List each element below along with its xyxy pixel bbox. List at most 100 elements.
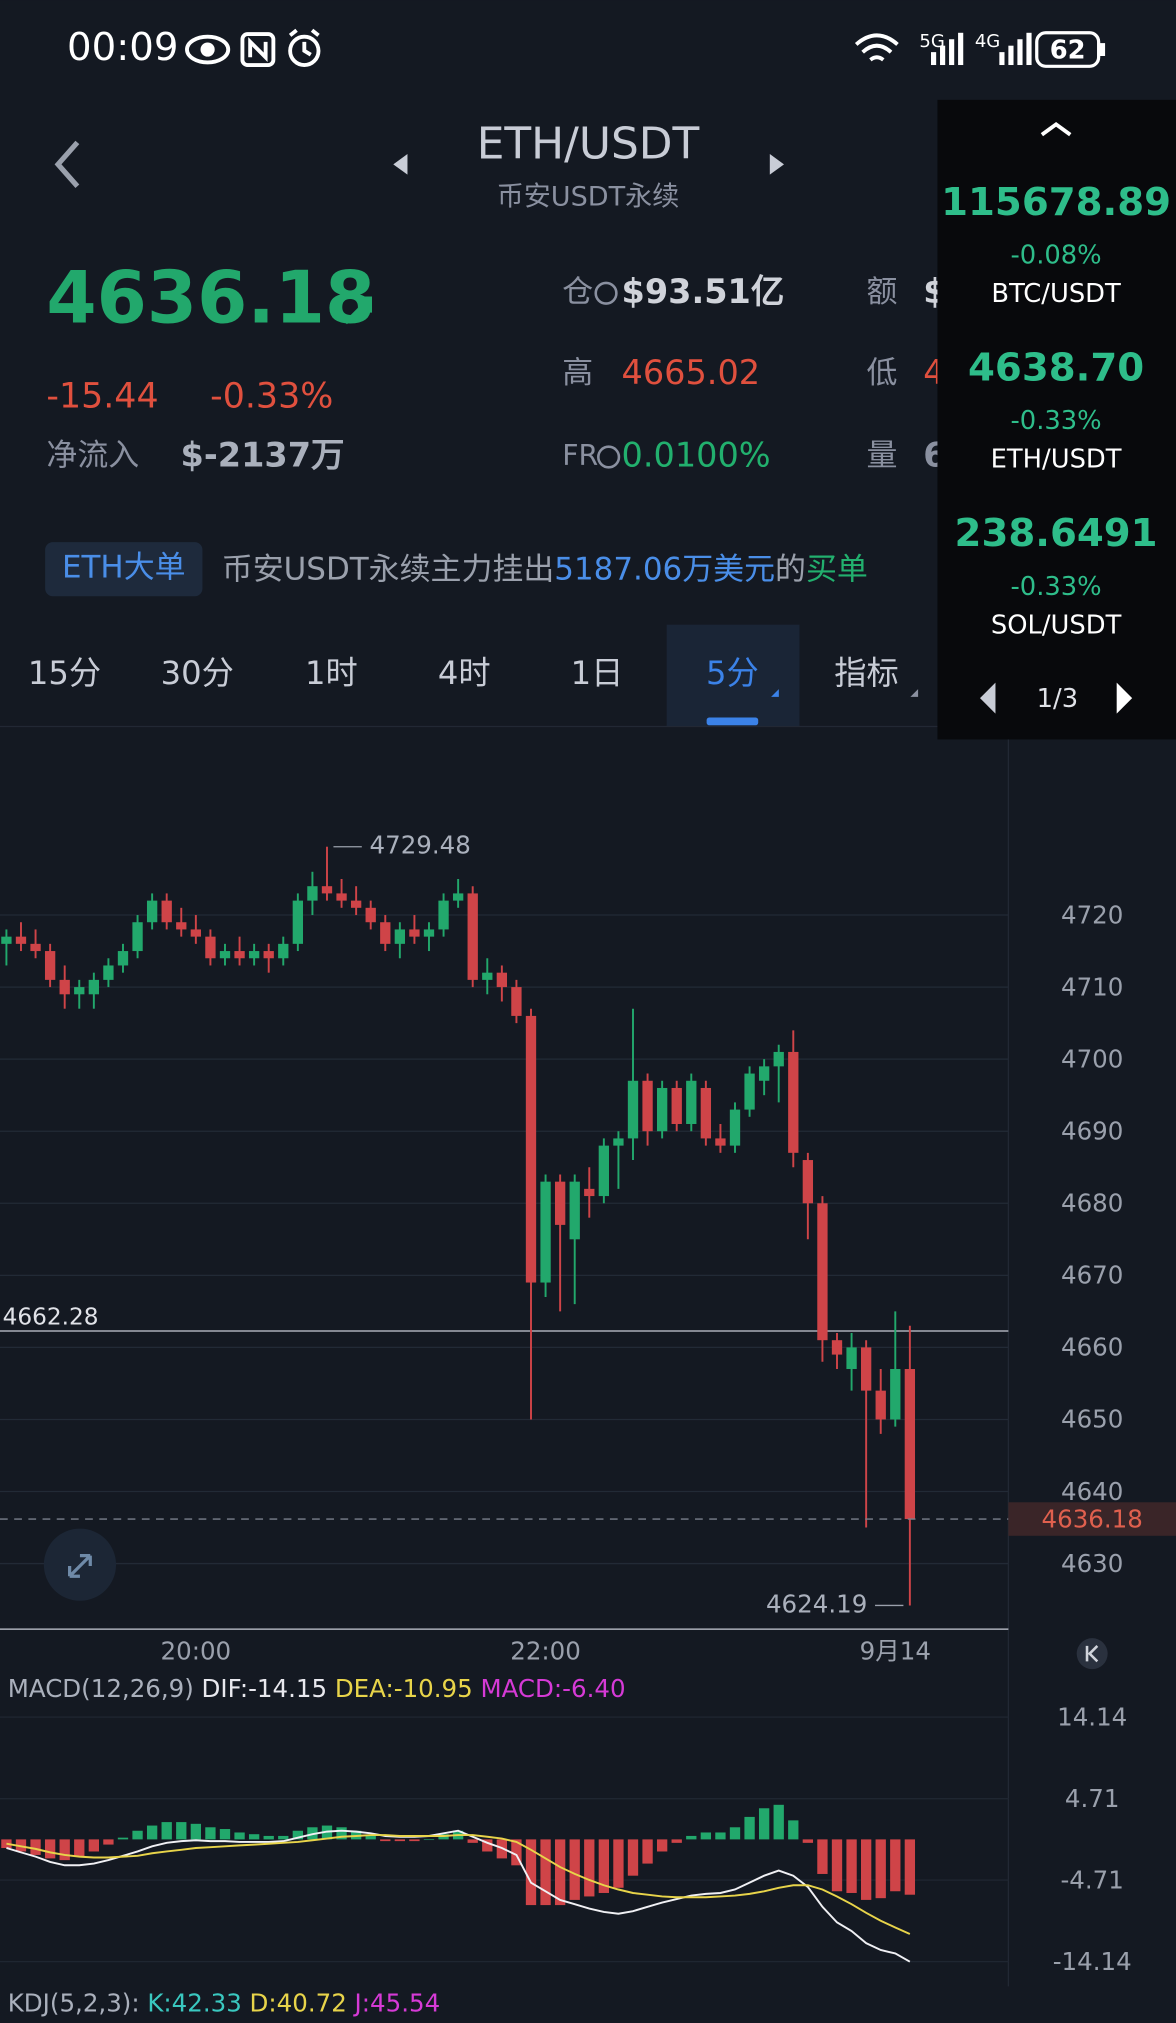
candle-body [554,1181,566,1225]
tab[interactable]: 1日 [571,654,624,692]
status-time: 00:09 [67,25,178,70]
y-tick-label: 4660 [1061,1333,1123,1362]
stat-label: 低 [867,355,898,391]
macd-bar [219,1829,231,1840]
ref-line-label: 4662.28 [3,1304,99,1331]
candle-body [511,987,522,1016]
network-label: 4G [975,31,1000,52]
prev-pair[interactable] [393,154,408,175]
macd-bar [292,1830,304,1840]
pair-subtitle: 币安USDT永续 [497,181,680,212]
candle-body [350,900,362,908]
candle-body [686,1080,697,1125]
macd-tick-label: 14.14 [1057,1702,1127,1731]
info-icon[interactable] [597,445,621,469]
macd-bar [525,1839,537,1906]
y-tick-label: 4630 [1061,1549,1123,1578]
candle-body [74,987,85,995]
tab[interactable]: 1时 [305,654,358,692]
candle-body [88,979,100,995]
candle-body [744,1073,755,1110]
candle-body [438,900,449,930]
kdj-k: K:42.33 [147,1988,241,2017]
macd-bar [248,1834,260,1840]
candle-body [409,929,420,937]
back-button[interactable] [54,140,80,188]
candle-body [656,1087,668,1132]
watch-next[interactable] [1116,682,1133,714]
low-label: 4624.19 [766,1589,867,1618]
candle-body [467,893,478,980]
stat-label: 高 [562,355,593,391]
candle-body [161,900,172,923]
macd-bar [788,1820,799,1840]
macd-bar [904,1839,916,1895]
hist-value: -6.40 [562,1674,625,1703]
candle-body [44,951,56,980]
macd-bar [44,1839,56,1859]
macd-bar [103,1839,114,1845]
macd-bar [540,1839,551,1906]
candle-body [307,886,318,901]
info-icon[interactable] [594,281,618,305]
signal-bars [931,32,1032,66]
watch-pair: BTC/USDT [991,279,1121,309]
candle-body [15,936,27,944]
tab[interactable]: 指标 [834,654,898,692]
candle-body [788,1051,799,1153]
macd-title: MACD(12,26,9) [8,1674,194,1703]
battery-tip [1099,43,1106,56]
y-tick-label: 4700 [1061,1044,1123,1073]
price-change-pct: -0.33% [210,377,333,417]
y-tick-label: 4640 [1061,1477,1123,1506]
macd-bar [613,1839,624,1888]
candle-body [642,1080,653,1132]
y-tick-label: 4710 [1061,972,1123,1001]
candle-body [773,1051,784,1067]
last-price-tag [1008,1502,1176,1536]
tab[interactable]: 30分 [161,654,234,692]
next-pair[interactable] [769,154,784,175]
watch-change: -0.33% [1011,572,1102,602]
ticker-tag[interactable]: ETH大单 [62,550,186,586]
watch-prev[interactable] [980,682,996,714]
candle-body [860,1347,872,1391]
net-inflow-label: 净流入 [46,438,139,474]
candle-body [132,922,143,952]
battery-level: 62 [1050,35,1086,65]
kdj-d: D:40.72 [250,1988,347,2017]
candle-body [627,1080,639,1139]
candle-body [715,1138,726,1146]
tab[interactable]: 5分 [706,654,759,692]
macd-bar [146,1825,158,1840]
y-tick-label: 4650 [1061,1405,1123,1434]
macd-bar [132,1830,143,1840]
macd-bar [190,1823,202,1840]
macd-bar [802,1839,814,1843]
candle-body [394,929,406,944]
macd-bar [700,1832,712,1840]
candle-body [380,922,391,944]
macd-bar [205,1827,216,1840]
macd-bar [744,1816,755,1840]
tab[interactable]: 15分 [28,654,101,692]
candle-body [278,943,289,959]
collapse-caret[interactable] [1040,121,1072,137]
macd-bar [584,1839,595,1897]
watch-change: -0.08% [1011,240,1102,270]
candle-body [700,1087,712,1139]
watch-pair: SOL/USDT [991,610,1122,640]
jump-latest[interactable] [1076,1638,1108,1670]
candle-body [365,907,376,923]
stat-value: 4665.02 [622,353,761,392]
macd-bar [263,1835,274,1840]
candle-body [263,951,274,959]
candle-body [613,1138,624,1146]
candle-body [248,951,260,959]
candle-body [234,951,245,959]
active-tab-bg [666,624,800,727]
macd-bar [161,1822,172,1840]
macd-bar [627,1839,639,1876]
macd-bar [467,1839,478,1843]
tab[interactable]: 4时 [438,654,491,692]
